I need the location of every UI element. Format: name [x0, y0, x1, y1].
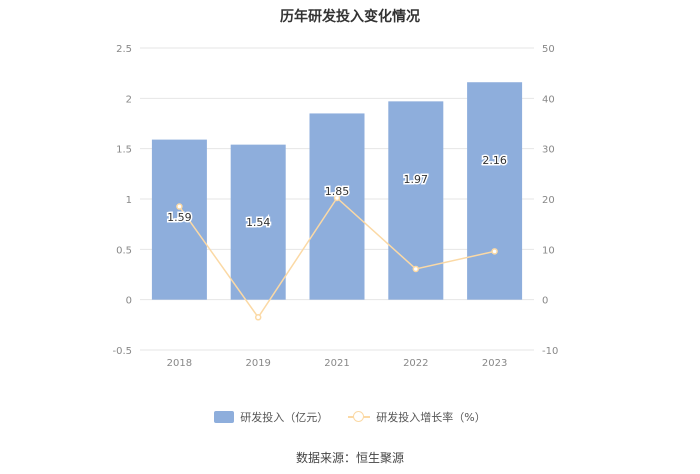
- chart-legend: 研发投入（亿元） 研发投入增长率（%）: [0, 409, 700, 425]
- growth-point: [412, 265, 420, 273]
- y-right-tick-label: 50: [542, 44, 555, 55]
- bar-value-label: 1.97: [404, 173, 429, 186]
- y-left-tick-label: 0: [126, 296, 132, 307]
- legend-item-bar[interactable]: 研发投入（亿元）: [214, 409, 328, 425]
- legend-bar-label: 研发投入（亿元）: [240, 411, 329, 424]
- legend-bar-swatch: [214, 411, 235, 423]
- y-right-tick-label: 0: [542, 296, 548, 307]
- growth-point: [333, 194, 341, 202]
- y-right-tick-label: 40: [542, 94, 555, 105]
- growth-point: [491, 248, 498, 255]
- y-left-tick-label: -0.5: [112, 346, 132, 357]
- growth-point: [254, 314, 262, 321]
- legend-line-label: 研发投入增长率（%）: [376, 411, 486, 424]
- source-note: 数据来源：恒生聚源: [295, 451, 404, 465]
- legend-item-line[interactable]: 研发投入增长率（%）: [348, 409, 486, 425]
- y-left-tick-label: 0.5: [116, 245, 132, 256]
- y-left-tick-label: 2.5: [116, 44, 132, 55]
- y-left-tick-label: 2: [126, 94, 132, 105]
- bar-value-label: 1.54: [246, 216, 271, 229]
- y-right-tick-label: 20: [542, 195, 555, 206]
- x-tick-label: 2022: [403, 358, 428, 369]
- bar: [230, 144, 286, 300]
- x-tick-label: 2021: [324, 358, 349, 369]
- x-tick-label: 2018: [167, 358, 192, 369]
- y-right-tick-label: 10: [542, 245, 555, 256]
- legend-line-swatch: [348, 411, 371, 423]
- bar: [467, 82, 523, 300]
- bar-value-label: 1.85: [325, 185, 350, 198]
- growth-point: [176, 203, 183, 210]
- bar-value-label: 2.16: [482, 154, 507, 167]
- chart-title: 历年研发投入变化情况: [280, 9, 420, 25]
- bar-value-label: 1.59: [167, 211, 192, 224]
- y-right-tick-label: 30: [542, 145, 555, 156]
- y-left-tick-label: 1: [126, 195, 132, 206]
- y-right-tick-label: -10: [542, 346, 558, 357]
- bar: [151, 139, 207, 300]
- x-tick-label: 2019: [245, 358, 270, 369]
- y-left-tick-label: 1.5: [116, 145, 132, 156]
- bar: [309, 113, 365, 300]
- x-tick-label: 2023: [482, 358, 507, 369]
